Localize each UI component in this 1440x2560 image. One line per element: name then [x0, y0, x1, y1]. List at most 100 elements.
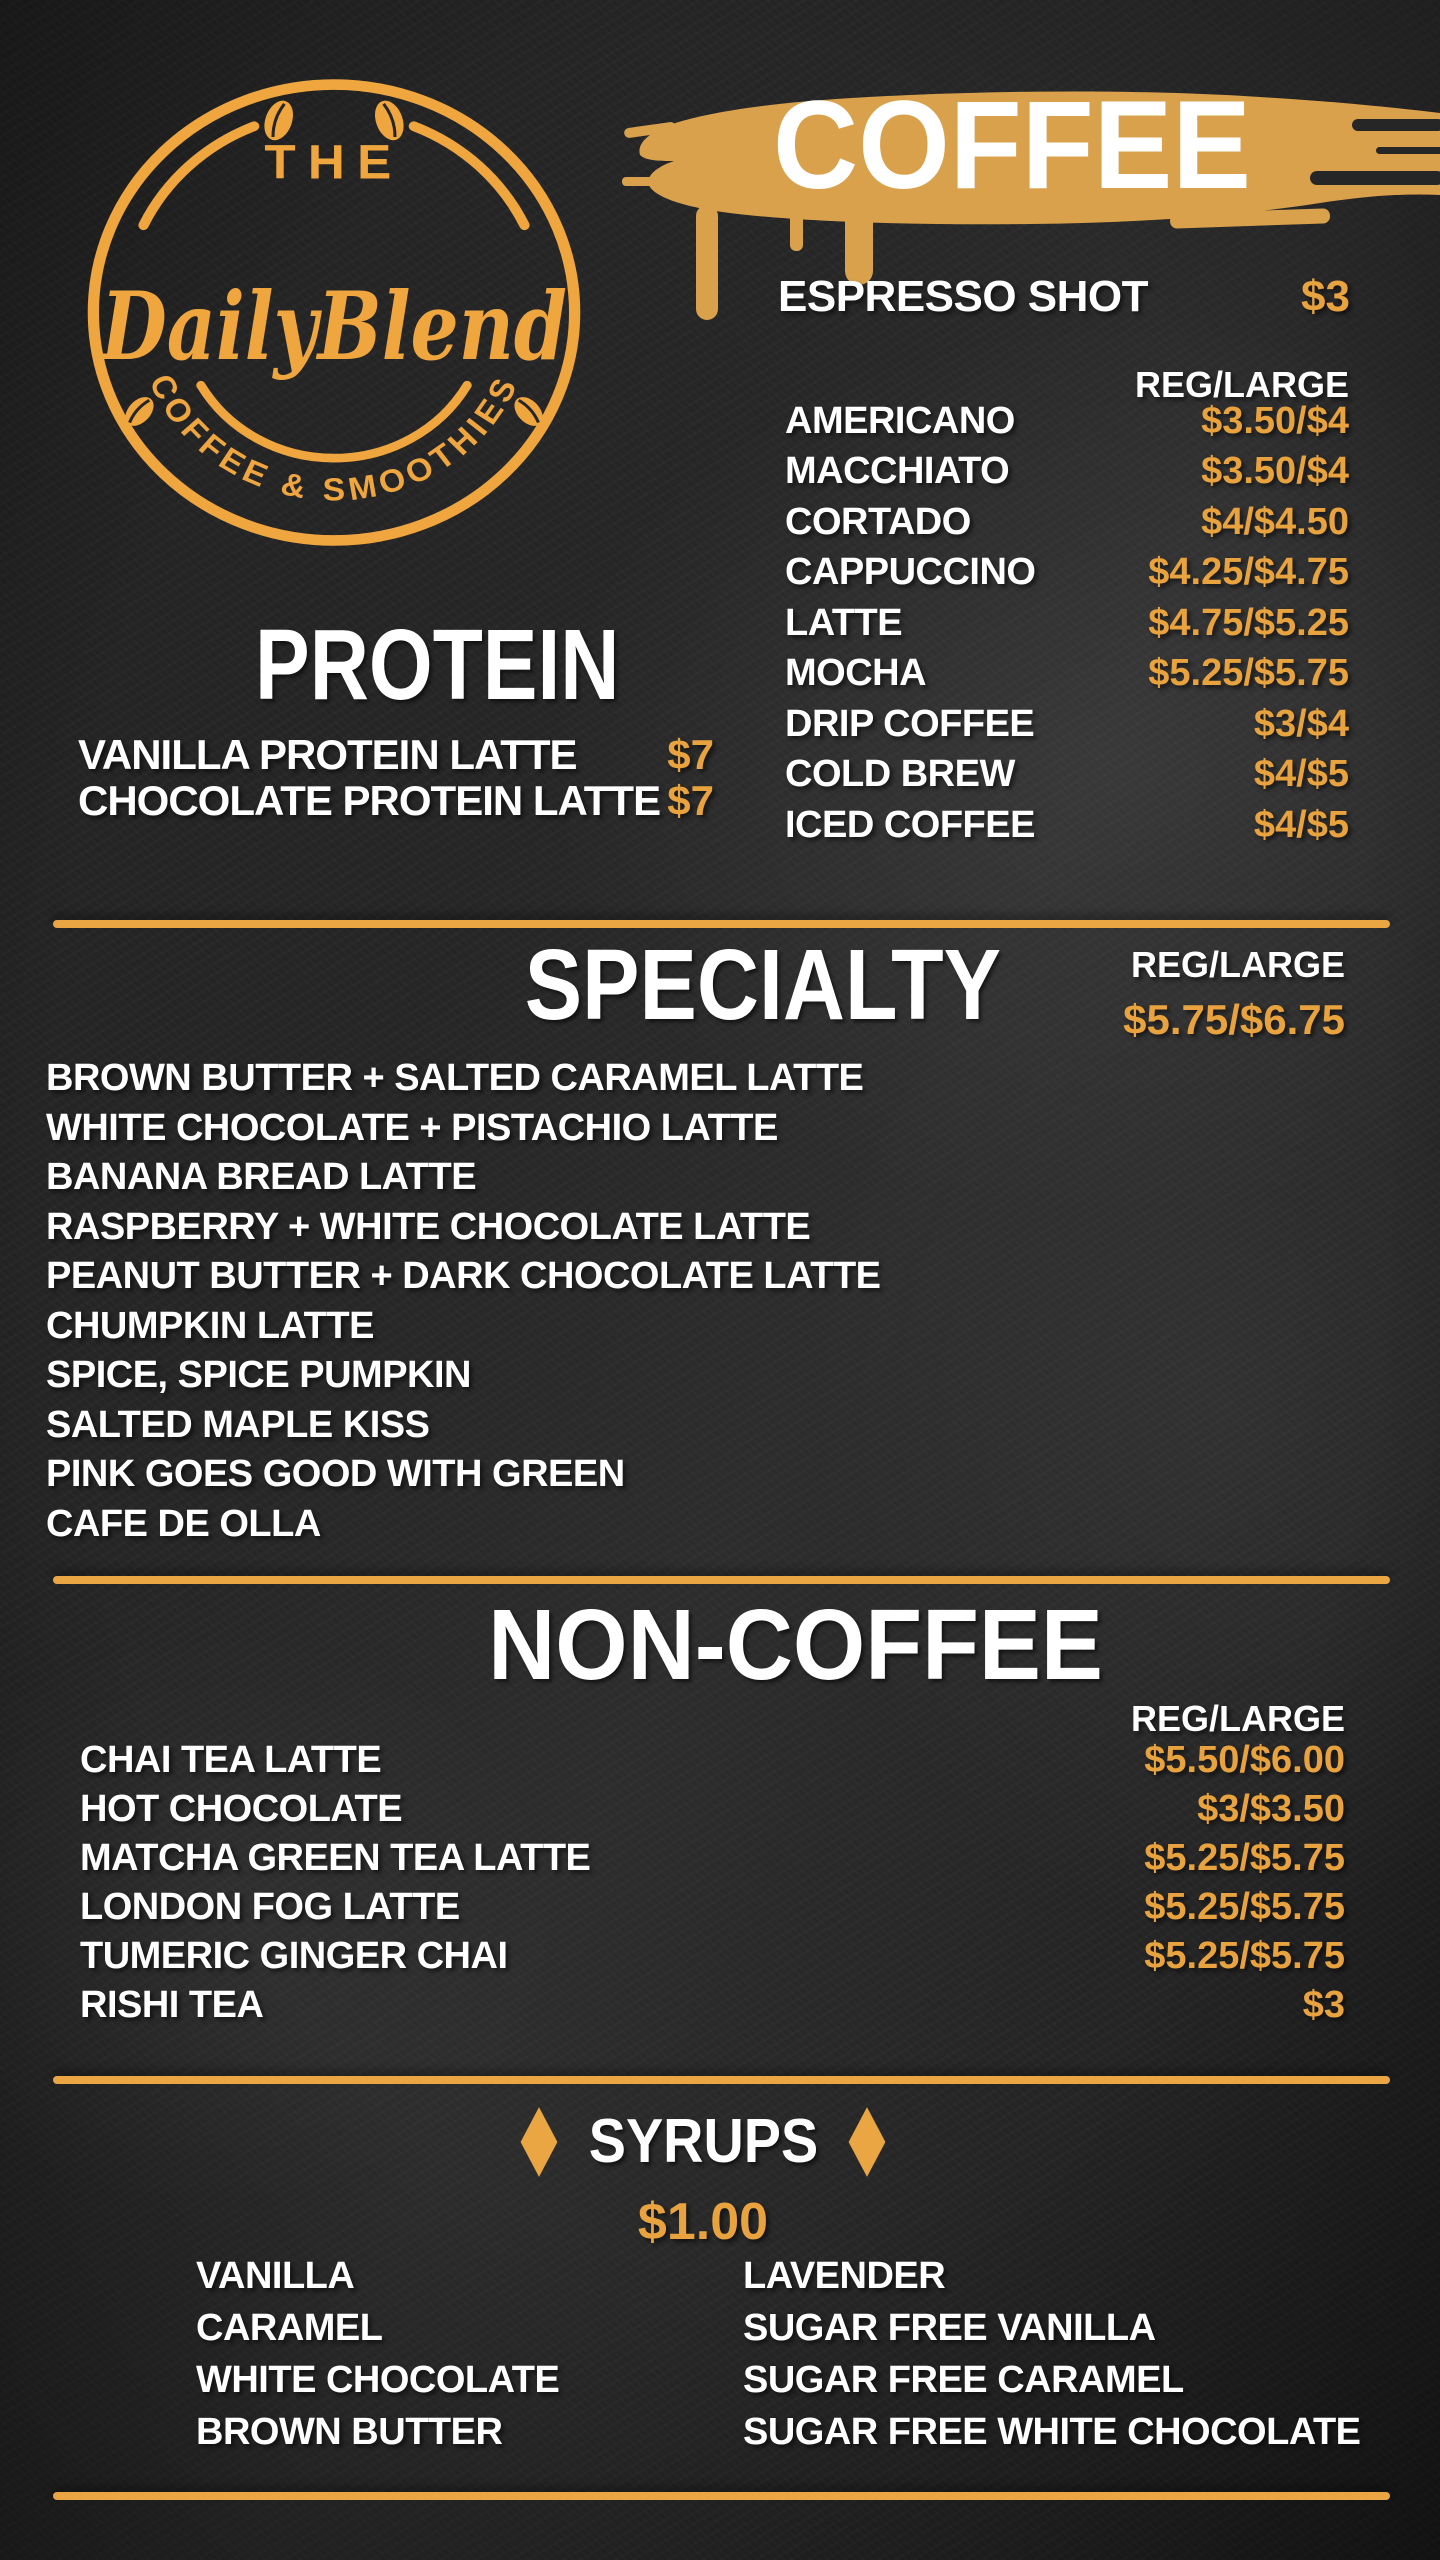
- menu-item-name: WHITE CHOCOLATE + PISTACHIO LATTE: [46, 1106, 778, 1149]
- menu-item-name: VANILLA PROTEIN LATTE: [78, 731, 578, 778]
- list-item: PINK GOES GOOD WITH GREEN: [46, 1450, 1046, 1500]
- menu-item-name: MACCHIATO: [785, 450, 1010, 493]
- table-row: COLD BREW $4/$5: [785, 750, 1349, 801]
- section-divider: [53, 920, 1390, 928]
- specialty-size-block: REG/LARGE $5.75/$6.75: [1123, 944, 1345, 1044]
- logo-spoon-bowl-right: [374, 100, 404, 141]
- menu-item-name: ESPRESSO SHOT: [778, 272, 1149, 321]
- list-item: CARAMEL: [196, 2302, 559, 2354]
- list-item: CHUMPKIN LATTE: [46, 1302, 1046, 1352]
- menu-item-price: $4/$5: [1253, 753, 1349, 796]
- non-coffee-list: CHAI TEA LATTE $5.50/$6.00 HOT CHOCOLATE…: [80, 1736, 1345, 2030]
- table-row: CAPPUCCINO $4.25/$4.75: [785, 548, 1349, 599]
- section-divider: [53, 1576, 1390, 1584]
- table-row: MATCHA GREEN TEA LATTE $5.25/$5.75: [80, 1834, 1345, 1883]
- menu-item-name: BANANA BREAD LATTE: [46, 1156, 477, 1199]
- syrups-header: SYRUPS: [0, 2106, 1406, 2177]
- menu-item-name: HOT CHOCOLATE: [80, 1788, 403, 1830]
- menu-item-name: MOCHA: [785, 652, 927, 695]
- non-coffee-section-title: NON-COFFEE: [488, 1589, 1103, 1701]
- logo-name: DailyBlend: [99, 271, 567, 382]
- menu-item-name: RISHI TEA: [80, 1984, 264, 2026]
- menu-item-price: $5.50/$6.00: [1144, 1739, 1345, 1781]
- specialty-list: BROWN BUTTER + SALTED CARAMEL LATTE WHIT…: [46, 1054, 1046, 1549]
- table-row: LATTE $4.75/$5.25: [785, 598, 1349, 649]
- menu-item-name: CORTADO: [785, 500, 971, 543]
- logo-spoon-right: [408, 121, 530, 231]
- list-item: CAFE DE OLLA: [46, 1500, 1046, 1550]
- menu-item-name: SALTED MAPLE KISS: [46, 1403, 430, 1446]
- menu-item-price: $3.50/$4: [1201, 450, 1349, 493]
- menu-item-name: AMERICANO: [785, 399, 1015, 442]
- menu-item-name: SUGAR FREE WHITE CHOCOLATE: [743, 2410, 1361, 2453]
- section-divider: [53, 2076, 1390, 2084]
- list-item: WHITE CHOCOLATE: [196, 2354, 560, 2406]
- menu-item-name: LONDON FOG LATTE: [80, 1886, 460, 1928]
- menu-item-name: BROWN BUTTER: [196, 2410, 503, 2453]
- espresso-row: ESPRESSO SHOT $3: [778, 272, 1350, 322]
- logo-spoon-bowl-left: [264, 100, 294, 141]
- list-item: RASPBERRY + WHITE CHOCOLATE LATTE: [46, 1203, 1046, 1253]
- menu-item-name: CAPPUCCINO: [785, 551, 1036, 594]
- menu-item-name: CARAMEL: [196, 2306, 383, 2349]
- logo-outer-ring: [87, 79, 581, 546]
- menu-item-price: $7: [667, 731, 714, 778]
- non-coffee-size-header: REG/LARGE: [1130, 1698, 1345, 1739]
- table-row: LONDON FOG LATTE $5.25/$5.75: [80, 1883, 1345, 1932]
- logo-spoon-left: [138, 121, 260, 231]
- menu-item-name: PEANUT BUTTER + DARK CHOCOLATE LATTE: [46, 1255, 881, 1298]
- list-item: WHITE CHOCOLATE + PISTACHIO LATTE: [46, 1104, 1046, 1154]
- list-item: SPICE, SPICE PUMPKIN: [46, 1351, 1046, 1401]
- list-item: BROWN BUTTER + SALTED CARAMEL LATTE: [46, 1054, 1046, 1104]
- coffee-size-header: REG/LARGE: [1134, 364, 1349, 405]
- logo-top-word: THE: [264, 135, 403, 189]
- list-item: BROWN BUTTER: [196, 2406, 559, 2458]
- menu-item-name: COLD BREW: [785, 753, 1015, 796]
- menu-item-price: $3/$4: [1253, 702, 1349, 745]
- menu-item-price: $3: [1302, 1984, 1345, 2026]
- menu-item-price: $4.75/$5.25: [1148, 601, 1349, 644]
- menu-item-name: SUGAR FREE CARAMEL: [743, 2358, 1184, 2401]
- coffee-brush-banner: COFFEE: [622, 76, 1440, 320]
- specialty-size-header: REG/LARGE: [1130, 944, 1345, 985]
- daily-blend-logo: THE DailyBlend COFFEE & SMOOTHIES: [87, 79, 581, 546]
- paint-drip: [790, 205, 803, 251]
- list-item: SALTED MAPLE KISS: [46, 1401, 1046, 1451]
- menu-item-price: $3.50/$4: [1201, 399, 1349, 442]
- menu-item-price: $4.25/$4.75: [1148, 551, 1349, 594]
- menu-item-name: LAVENDER: [743, 2254, 946, 2297]
- list-item: SUGAR FREE CARAMEL: [743, 2354, 1361, 2406]
- protein-list: VANILLA PROTEIN LATTE $7 CHOCOLATE PROTE…: [78, 731, 714, 824]
- menu-item-price: $3: [1301, 272, 1350, 321]
- syrups-column-left: VANILLA CARAMEL WHITE CHOCOLATE BROWN BU…: [196, 2250, 560, 2458]
- menu-item-name: CAFE DE OLLA: [46, 1502, 321, 1545]
- menu-item-name: VANILLA: [196, 2254, 355, 2297]
- table-row: AMERICANO $3.50/$4: [785, 396, 1349, 447]
- paint-drip: [696, 205, 718, 320]
- syrups-column-right: LAVENDER SUGAR FREE VANILLA SUGAR FREE C…: [743, 2250, 1361, 2458]
- menu-item-name: ICED COFFEE: [785, 803, 1035, 846]
- logo-inner-bottom-arc: [196, 380, 472, 463]
- table-row: CHAI TEA LATTE $5.50/$6.00: [80, 1736, 1345, 1785]
- specialty-section-title: SPECIALTY: [524, 929, 1002, 1041]
- table-row: HOT CHOCOLATE $3/$3.50: [80, 1785, 1345, 1834]
- menu-item-name: SUGAR FREE VANILLA: [743, 2306, 1156, 2349]
- table-row: TUMERIC GINGER CHAI $5.25/$5.75: [80, 1932, 1345, 1981]
- menu-item-price: $5.25/$5.75: [1144, 1886, 1345, 1928]
- paint-drip: [845, 205, 873, 285]
- table-row: MACCHIATO $3.50/$4: [785, 447, 1349, 498]
- menu-item-price: $4/$4.50: [1201, 500, 1349, 543]
- table-row: ICED COFFEE $4/$5: [785, 800, 1349, 851]
- list-item: PEANUT BUTTER + DARK CHOCOLATE LATTE: [46, 1252, 1046, 1302]
- menu-item-price: $5.25/$5.75: [1144, 1935, 1345, 1977]
- syrups-section-title: SYRUPS: [588, 2107, 818, 2176]
- section-divider: [53, 2492, 1390, 2500]
- menu-item-name: PINK GOES GOOD WITH GREEN: [46, 1453, 625, 1496]
- list-item: SUGAR FREE VANILLA: [743, 2302, 1361, 2354]
- coffee-list: AMERICANO $3.50/$4 MACCHIATO $3.50/$4 CO…: [785, 396, 1349, 851]
- coffee-section-title: COFFEE: [773, 76, 1251, 215]
- menu-item-price: $4/$5: [1253, 803, 1349, 846]
- menu-item-name: SPICE, SPICE PUMPKIN: [46, 1354, 471, 1397]
- menu-item-price: $7: [667, 777, 714, 824]
